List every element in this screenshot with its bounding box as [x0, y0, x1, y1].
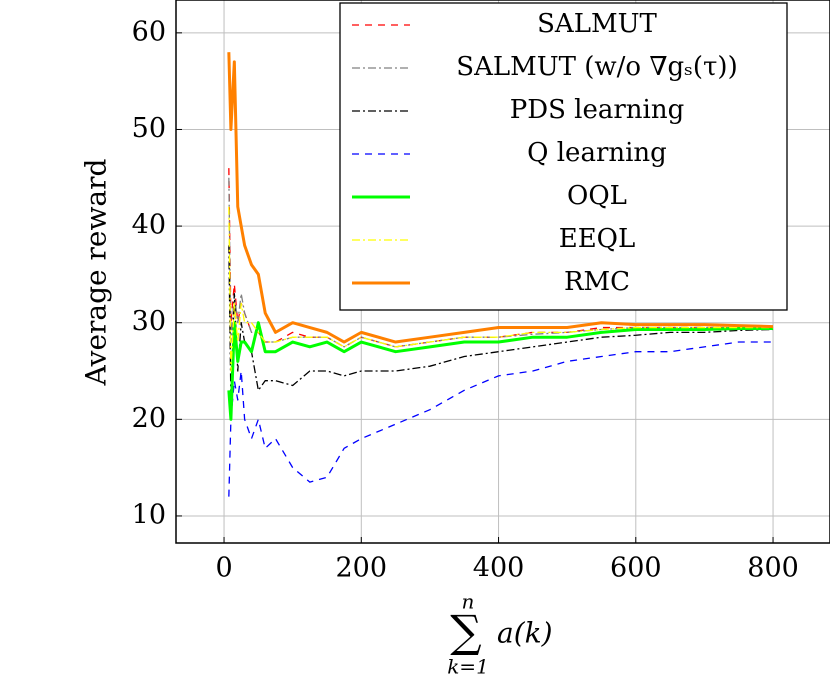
x-tick-label: 400 [473, 553, 525, 584]
y-axis-label: Average reward [80, 158, 113, 386]
legend-box [339, 2, 788, 311]
y-tick-label: 10 [132, 499, 166, 530]
legend-label: RMC [564, 267, 630, 297]
x-axis-label: ∑ n k=1 a(k) [447, 590, 552, 679]
legend-label: SALMUT [537, 9, 657, 39]
x-label-operator: ∑ [450, 607, 481, 658]
y-tick-label: 30 [132, 306, 166, 337]
series-line [227, 321, 774, 421]
x-tick-label: 600 [610, 553, 662, 584]
x-label-term: a(k) [497, 617, 553, 650]
x-label-lower: k=1 [447, 655, 489, 679]
series-line [228, 341, 774, 497]
y-tick-label: 50 [132, 113, 166, 144]
legend: SALMUT SALMUT (w/o ∇gₛ(τ)) PDS learning Q l… [339, 2, 788, 311]
x-tick-label: 800 [747, 553, 799, 584]
series-line [228, 177, 774, 348]
x-label-upper: n [462, 590, 475, 614]
legend-label: SALMUT (w/o ∇gₛ(τ)) [456, 52, 737, 82]
series-line [228, 206, 774, 372]
x-tick-label: 0 [215, 553, 232, 584]
legend-label: OQL [567, 181, 627, 211]
y-tick-label: 60 [132, 16, 166, 47]
plot-frame [175, 0, 830, 544]
series-line [227, 52, 774, 344]
series-line [228, 245, 774, 401]
y-tick-label: 40 [132, 210, 166, 241]
legend-label: Q learning [527, 138, 667, 168]
x-tick-label: 200 [336, 553, 388, 584]
legend-label: EEQL [559, 224, 636, 254]
legend-label: PDS learning [510, 95, 685, 125]
y-tick-label: 20 [132, 403, 166, 434]
